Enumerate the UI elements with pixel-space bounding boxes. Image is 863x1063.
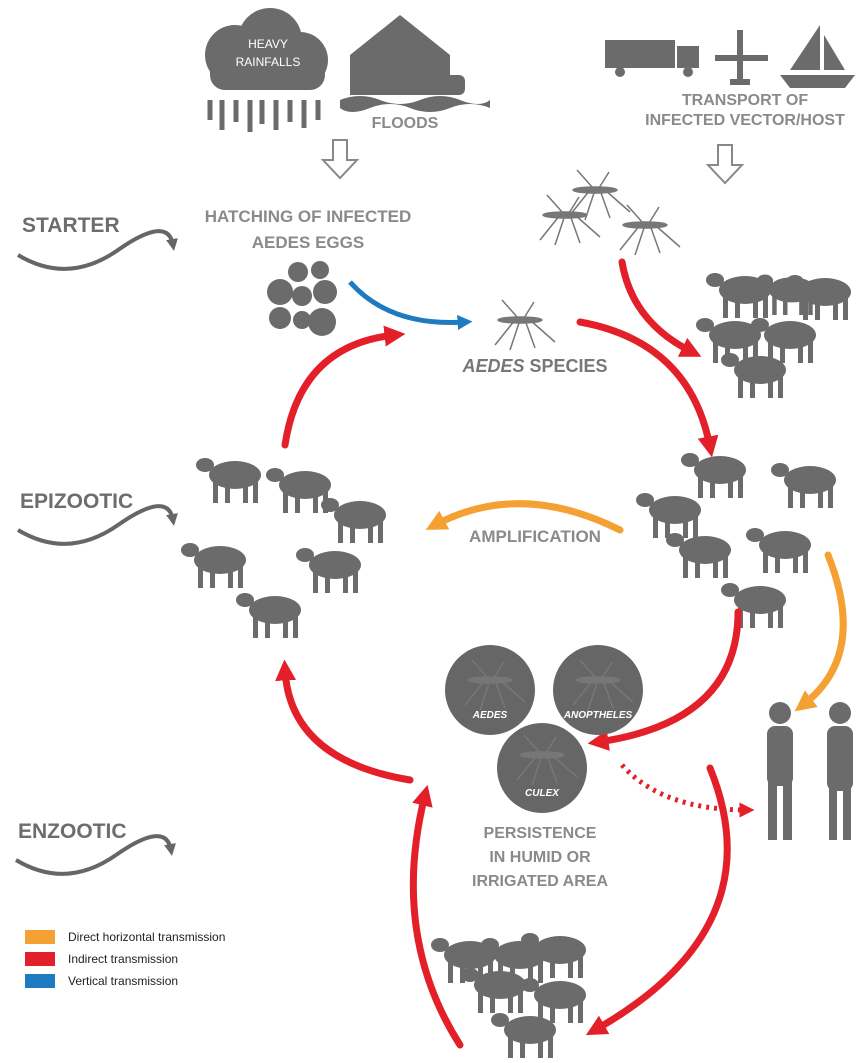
aedes-species-label: AEDES SPECIES [461,356,607,376]
hollow-arrow [705,144,745,185]
vector-label: AEDES [472,710,508,721]
stage-arrow [14,834,176,876]
indirect-arrow [587,608,742,751]
indirect-arrow [275,659,414,784]
persistence-label: IN HUMID OR [489,849,591,866]
persistence-label: IRRIGATED AREA [472,873,608,890]
stage-arrow [16,229,178,271]
legend-swatch [25,974,55,988]
vector-label: CULEX [525,788,560,799]
floods-label: FLOODS [372,115,439,132]
indirect-arrow [576,318,719,458]
amplification-arrow [425,500,624,534]
indirect-arrow [618,258,702,357]
rain-label: RAINFALLS [236,55,301,69]
vector-circle [553,645,643,735]
legend-label: Vertical transmission [68,974,178,988]
flood-icon [340,15,490,112]
vector-circle [497,723,587,813]
cloud-icon [205,8,328,132]
mosquito [494,299,556,351]
transport-icons [605,25,855,88]
legend: Direct horizontal transmission Indirect t… [25,930,225,988]
hollow-arrow [320,139,360,180]
eggs [267,261,337,336]
vector-label: ANOPTHELES [563,710,633,721]
legend-label: Indirect transmission [68,952,178,966]
aedes-italic: AEDES [461,356,524,376]
humans [767,702,853,840]
hatching-label: AEDES EGGS [252,233,364,252]
stage-label: STARTER [22,214,120,237]
stage-arrow [16,504,178,546]
stage-label: ENZOOTIC [18,820,127,843]
legend-swatch [25,930,55,944]
rain-label: HEAVY [248,37,288,51]
indirect-arrow [281,325,406,449]
transport-label: INFECTED VECTOR/HOST [645,112,845,129]
mosquito [619,204,681,256]
indirect-arrow [409,784,464,1049]
hatching-label: HATCHING OF INFECTED [205,207,412,226]
stage-label: EPIZOOTIC [20,490,133,513]
transport-label: TRANSPORT OF [682,92,808,109]
persistence-label: PERSISTENCE [484,825,597,842]
direct-arrow [794,551,847,712]
legend-swatch [25,952,55,966]
vector-circle [445,645,535,735]
species-text: SPECIES [524,356,607,376]
dotted-arrow [620,763,755,818]
legend-label: Direct horizontal transmission [68,930,225,944]
amplification-label: AMPLIFICATION [469,527,601,546]
vertical-arrow [348,280,473,330]
